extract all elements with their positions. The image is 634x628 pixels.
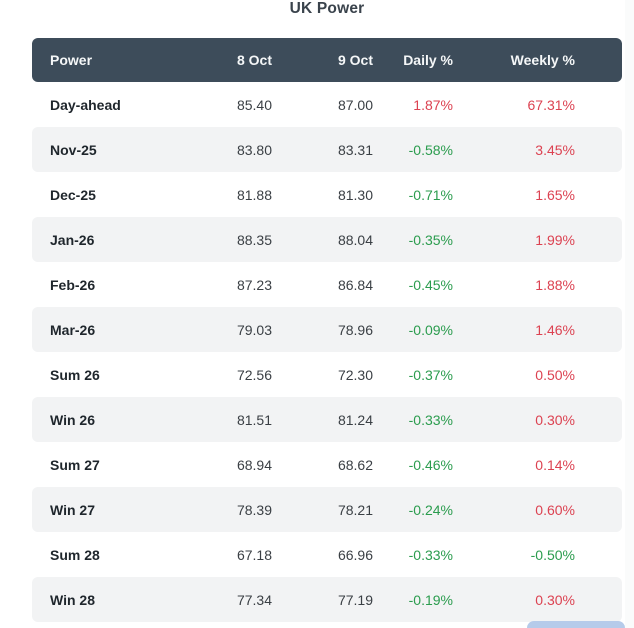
weekly-percent: 1.99% xyxy=(535,231,575,248)
value-9oct: 81.24 xyxy=(337,411,373,428)
value-8oct: 79.03 xyxy=(236,321,272,338)
page-right-gutter xyxy=(625,0,634,628)
value-8oct: 87.23 xyxy=(236,276,272,293)
value-8oct: 81.51 xyxy=(236,411,272,428)
daily-percent: -0.24% xyxy=(408,501,453,518)
weekly-percent: 1.65% xyxy=(535,186,575,203)
table-header-row: Power 8 Oct 9 Oct Daily % Weekly % xyxy=(32,38,622,82)
value-9oct: 88.04 xyxy=(337,231,373,248)
weekly-percent: 3.45% xyxy=(535,141,575,158)
table-row: Feb-26 87.23 86.84 -0.45% 1.88% xyxy=(32,262,622,307)
page-title: UK Power xyxy=(289,0,365,17)
table-row: Mar-26 79.03 78.96 -0.09% 1.46% xyxy=(32,307,622,352)
table-row: Win 26 81.51 81.24 -0.33% 0.30% xyxy=(32,397,622,442)
value-9oct: 86.84 xyxy=(337,276,373,293)
row-label: Jan-26 xyxy=(50,231,95,248)
uk-power-panel: UK Power Power 8 Oct 9 Oct Daily % Weekl… xyxy=(32,0,622,622)
value-8oct: 77.34 xyxy=(236,591,272,608)
row-label: Feb-26 xyxy=(50,276,96,293)
row-label: Win 26 xyxy=(50,411,95,428)
weekly-percent: 0.14% xyxy=(535,456,575,473)
row-label: Day-ahead xyxy=(50,96,121,113)
daily-percent: -0.46% xyxy=(408,456,453,473)
weekly-percent: 0.30% xyxy=(535,591,575,608)
table-row: Sum 27 68.94 68.62 -0.46% 0.14% xyxy=(32,442,622,487)
value-9oct: 81.30 xyxy=(337,186,373,203)
table-row: Sum 28 67.18 66.96 -0.33% -0.50% xyxy=(32,532,622,577)
value-8oct: 88.35 xyxy=(236,231,272,248)
value-8oct: 81.88 xyxy=(236,186,272,203)
table-row: Nov-25 83.80 83.31 -0.58% 3.45% xyxy=(32,127,622,172)
table-row: Jan-26 88.35 88.04 -0.35% 1.99% xyxy=(32,217,622,262)
daily-percent: -0.71% xyxy=(408,186,453,203)
daily-percent: -0.09% xyxy=(408,321,453,338)
row-label: Sum 28 xyxy=(50,546,100,563)
row-label: Sum 27 xyxy=(50,456,100,473)
weekly-percent: -0.50% xyxy=(530,546,575,563)
row-label: Win 27 xyxy=(50,501,95,518)
value-9oct: 66.96 xyxy=(337,546,373,563)
value-8oct: 68.94 xyxy=(236,456,272,473)
weekly-percent: 1.88% xyxy=(535,276,575,293)
table-row: Day-ahead 85.40 87.00 1.87% 67.31% xyxy=(32,82,622,127)
table-row: Win 28 77.34 77.19 -0.19% 0.30% xyxy=(32,577,622,622)
daily-percent: 1.87% xyxy=(413,96,453,113)
daily-percent: -0.33% xyxy=(408,411,453,428)
value-8oct: 78.39 xyxy=(236,501,272,518)
daily-percent: -0.33% xyxy=(408,546,453,563)
table-row: Win 27 78.39 78.21 -0.24% 0.60% xyxy=(32,487,622,532)
table-row: Sum 26 72.56 72.30 -0.37% 0.50% xyxy=(32,352,622,397)
table-row: Dec-25 81.88 81.30 -0.71% 1.65% xyxy=(32,172,622,217)
value-9oct: 77.19 xyxy=(337,591,373,608)
column-header-8oct: 8 Oct xyxy=(236,52,272,68)
daily-percent: -0.58% xyxy=(408,141,453,158)
weekly-percent: 1.46% xyxy=(535,321,575,338)
column-header-daily: Daily % xyxy=(403,52,453,68)
power-table: Power 8 Oct 9 Oct Daily % Weekly % Day-a… xyxy=(32,38,622,622)
daily-percent: -0.45% xyxy=(408,276,453,293)
value-8oct: 85.40 xyxy=(236,96,272,113)
table-body: Day-ahead 85.40 87.00 1.87% 67.31% Nov-2… xyxy=(32,82,622,622)
row-label: Mar-26 xyxy=(50,321,96,338)
value-9oct: 68.62 xyxy=(337,456,373,473)
column-header-weekly: Weekly % xyxy=(510,52,575,68)
value-8oct: 72.56 xyxy=(236,366,272,383)
value-9oct: 83.31 xyxy=(337,141,373,158)
weekly-percent: 67.31% xyxy=(527,96,575,113)
daily-percent: -0.35% xyxy=(408,231,453,248)
value-9oct: 87.00 xyxy=(337,96,373,113)
row-label: Win 28 xyxy=(50,591,95,608)
daily-percent: -0.19% xyxy=(408,591,453,608)
weekly-percent: 0.30% xyxy=(535,411,575,428)
daily-percent: -0.37% xyxy=(408,366,453,383)
weekly-percent: 0.50% xyxy=(535,366,575,383)
value-8oct: 67.18 xyxy=(236,546,272,563)
weekly-percent: 0.60% xyxy=(535,501,575,518)
value-9oct: 72.30 xyxy=(337,366,373,383)
partially-visible-button[interactable] xyxy=(527,621,625,628)
column-header-9oct: 9 Oct xyxy=(337,52,373,68)
value-9oct: 78.96 xyxy=(337,321,373,338)
row-label: Dec-25 xyxy=(50,186,96,203)
row-label: Sum 26 xyxy=(50,366,100,383)
value-8oct: 83.80 xyxy=(236,141,272,158)
column-header-power: Power xyxy=(50,52,93,68)
value-9oct: 78.21 xyxy=(337,501,373,518)
row-label: Nov-25 xyxy=(50,141,97,158)
